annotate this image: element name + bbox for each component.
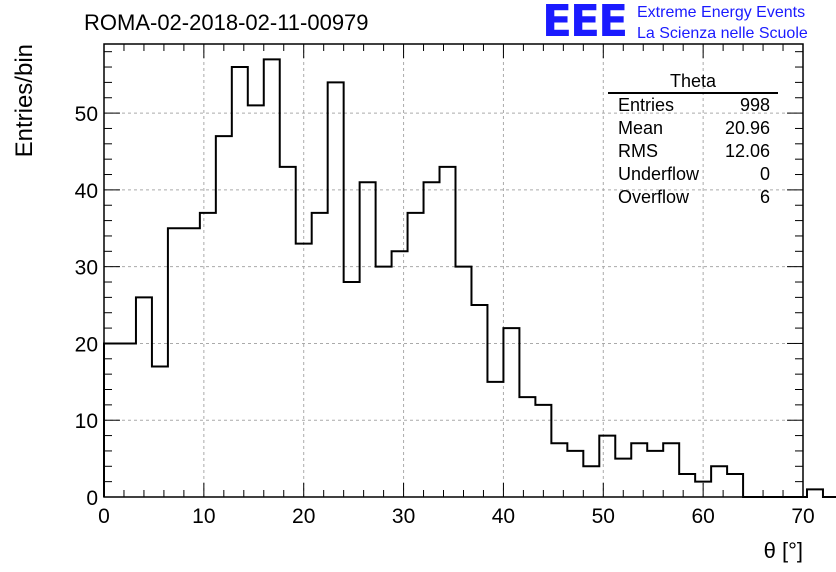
y-tick-label: 40 — [75, 180, 98, 203]
y-tick-label: 50 — [75, 103, 98, 126]
x-tick-label: 0 — [98, 505, 110, 528]
x-tick-label: 10 — [192, 505, 215, 528]
histogram-bar — [471, 305, 487, 497]
stat-value: 0 — [759, 164, 770, 184]
histogram-bar — [376, 267, 392, 497]
stat-value: 998 — [739, 95, 770, 115]
histogram-bar — [727, 474, 743, 497]
x-tick-label: 30 — [392, 505, 415, 528]
histogram-bar — [216, 136, 232, 497]
stats-box: Theta Entries 998 Mean 20.96 RMS 12.06 Unde… — [608, 70, 778, 209]
histogram-bar — [232, 67, 248, 497]
histogram-bar — [120, 343, 136, 497]
stat-row-overflow: Overflow 6 — [608, 186, 778, 209]
histogram-bar — [280, 167, 296, 497]
stat-row-rms: RMS 12.06 — [608, 140, 778, 163]
run-title: ROMA-02-2018-02-11-00979 — [84, 10, 369, 35]
logo-line-1: Extreme Energy Events — [637, 4, 806, 21]
x-tick-label: 50 — [592, 505, 615, 528]
histogram-bar — [503, 328, 519, 497]
histogram-bar — [647, 451, 663, 497]
histogram-bar — [440, 167, 456, 497]
histogram-bar — [807, 489, 823, 497]
histogram-bar — [583, 466, 599, 497]
histogram-bar — [663, 443, 679, 497]
histogram-bar — [136, 297, 152, 497]
y-tick-label: 10 — [75, 410, 98, 433]
histogram-bar — [264, 59, 280, 497]
x-axis-label: θ [°] — [764, 538, 803, 563]
x-tick-label: 40 — [492, 505, 515, 528]
y-tick-label: 20 — [75, 333, 98, 356]
x-tick-label: 70 — [791, 505, 814, 528]
histogram-bar — [679, 474, 695, 497]
eee-logo-letters: EEE — [542, 0, 628, 47]
histogram-bar — [535, 405, 551, 497]
histogram-bar — [168, 228, 184, 497]
histogram-bar — [184, 228, 200, 497]
stat-row-entries: Entries 998 — [608, 94, 778, 117]
y-tick-label: 0 — [86, 487, 98, 510]
y-axis-label: Entries/bin — [11, 44, 38, 157]
histogram-bar — [360, 182, 376, 497]
histogram-bar — [599, 436, 615, 497]
plot-frame — [103, 43, 804, 498]
x-tick-label: 60 — [691, 505, 714, 528]
stat-value: 12.06 — [724, 141, 770, 161]
histogram-bar — [408, 213, 424, 497]
stat-label: Mean — [618, 118, 664, 138]
x-tick-label: 20 — [292, 505, 315, 528]
histogram-bar — [200, 213, 216, 497]
histogram-bar — [328, 82, 344, 497]
stat-label: Underflow — [618, 164, 700, 184]
stat-value: 20.96 — [724, 118, 770, 138]
histogram-bar — [248, 105, 264, 497]
histogram-bar — [344, 282, 360, 497]
histogram-bar — [152, 366, 168, 497]
stat-label: Overflow — [618, 187, 690, 207]
stat-value: 6 — [759, 187, 770, 207]
stat-label: Entries — [618, 95, 675, 115]
histogram-bar — [455, 267, 471, 497]
logo-line-2: La Scienza nelle Scuole — [637, 25, 808, 42]
histogram-bar — [296, 244, 312, 497]
histogram-bar — [392, 251, 408, 497]
stats-title: Theta — [608, 70, 778, 94]
stat-label: RMS — [618, 141, 658, 161]
y-tick-label: 30 — [75, 257, 98, 280]
stat-row-mean: Mean 20.96 — [608, 117, 778, 140]
histogram-bar — [551, 443, 567, 497]
histogram-bar — [711, 466, 727, 497]
histogram-bar — [312, 213, 328, 497]
histogram-bar — [487, 382, 503, 497]
stat-row-underflow: Underflow 0 — [608, 163, 778, 186]
histogram-bar — [519, 397, 535, 497]
histogram-bar — [631, 443, 647, 497]
histogram-bar — [567, 451, 583, 497]
histogram-bar — [424, 182, 440, 497]
